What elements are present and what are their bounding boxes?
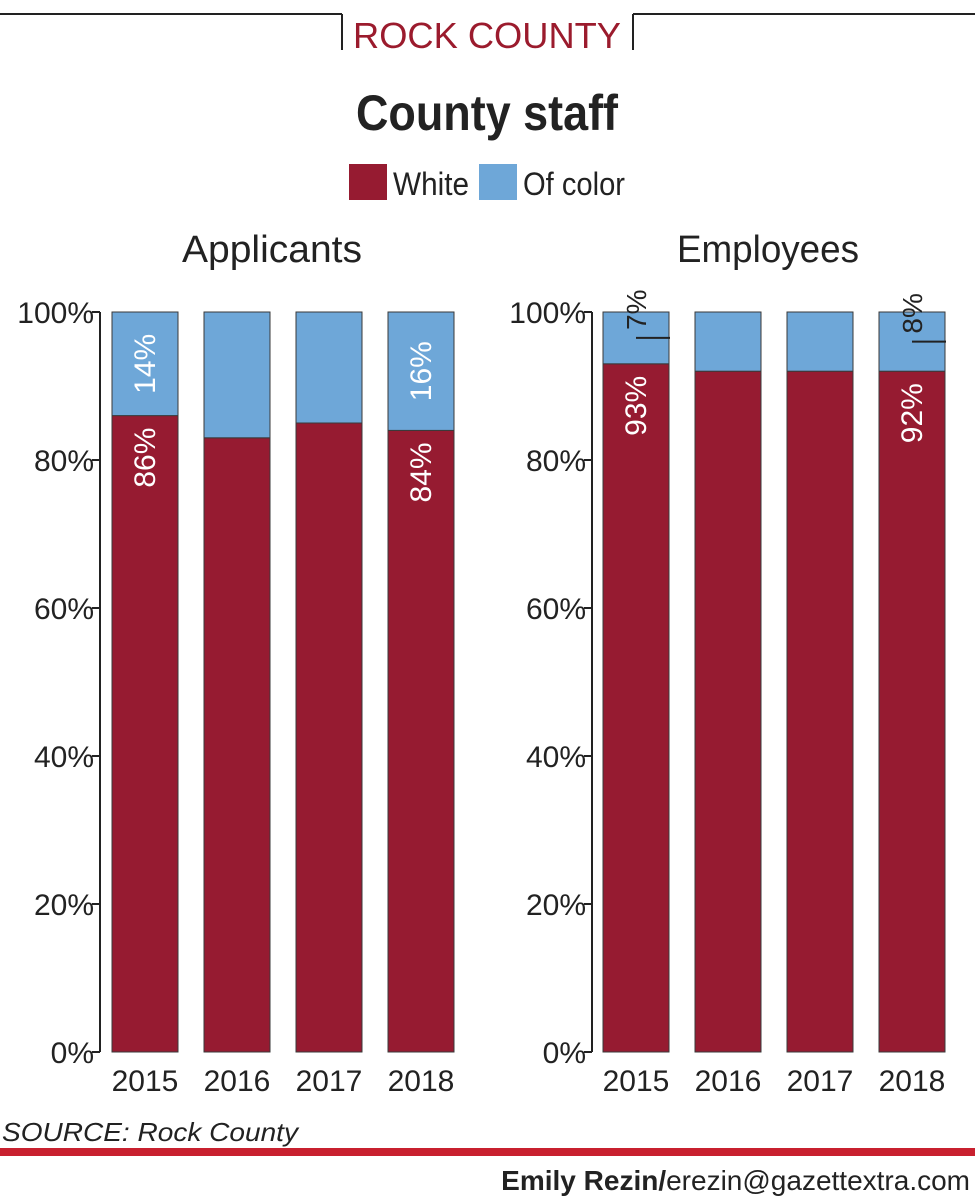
bar-of-color-2017 (786, 311, 854, 372)
data-label-of-color: 7% (621, 289, 652, 329)
y-tick-label: 80% (34, 445, 94, 478)
y-tick-label: 60% (34, 593, 94, 626)
bar-white-2017 (295, 422, 363, 1053)
x-tick-label: 2016 (695, 1065, 762, 1098)
y-tick-label: 60% (526, 593, 586, 626)
legend-label-of-color: Of color (523, 166, 625, 202)
panel-title: Applicants (182, 229, 362, 271)
byline-name: Emily Rezin/ (501, 1165, 666, 1196)
bar-of-color-2015 (111, 311, 179, 417)
y-tick-label: 40% (34, 741, 94, 774)
y-tick-label: 0% (51, 1037, 94, 1070)
x-tick-label: 2015 (112, 1065, 179, 1098)
data-label-white: 84% (405, 442, 438, 502)
header-bracket (0, 13, 975, 50)
legend-swatch-white (349, 164, 387, 200)
y-tick-label: 0% (543, 1037, 586, 1070)
kicker: ROCK COUNTY (353, 15, 621, 56)
bar-white-2017 (786, 370, 854, 1053)
chart-title: County staff (356, 85, 618, 141)
y-tick-label: 100% (17, 297, 94, 330)
panel-title: Employees (677, 229, 859, 271)
x-tick-label: 2018 (879, 1065, 946, 1098)
y-tick-label: 100% (509, 297, 586, 330)
byline-email: erezin@gazettextra.com (666, 1165, 970, 1196)
data-label-white: 93% (620, 376, 653, 436)
bar-of-color-2016 (203, 311, 271, 439)
bar-of-color-2017 (295, 311, 363, 424)
bar-of-color-2018 (387, 311, 455, 431)
x-tick-label: 2017 (296, 1065, 363, 1098)
legend-swatch-of-color (479, 164, 517, 200)
panel-applicants: Applicants 0% 20% 40% 60% 80% 100% 2015 2016 2017… (17, 229, 455, 1098)
bar-white-2015 (602, 363, 670, 1053)
bar-white-2018 (387, 429, 455, 1053)
bar-white-2018 (878, 370, 946, 1053)
x-tick-label: 2018 (388, 1065, 455, 1098)
chart-panels: Applicants 0% 20% 40% 60% 80% 100% 2015 2016 2017… (17, 229, 946, 1098)
y-tick-label: 20% (34, 889, 94, 922)
byline: Emily Rezin/erezin@gazettextra.com (501, 1165, 970, 1196)
data-label-white: 92% (896, 383, 929, 443)
data-label-of-color: 8% (897, 293, 928, 333)
x-tick-label: 2016 (204, 1065, 271, 1098)
source-note: SOURCE: Rock County (2, 1117, 300, 1147)
data-label-of-color: 14% (129, 334, 162, 394)
bar-white-2015 (111, 415, 179, 1053)
y-tick-label: 80% (526, 445, 586, 478)
y-tick-label: 40% (526, 741, 586, 774)
data-label-white: 86% (129, 428, 162, 488)
bar-of-color-2016 (694, 311, 762, 372)
x-tick-label: 2017 (787, 1065, 854, 1098)
x-tick-label: 2015 (603, 1065, 670, 1098)
bar-white-2016 (694, 370, 762, 1053)
footer-rule (0, 1148, 975, 1156)
bar-white-2016 (203, 437, 271, 1053)
data-label-of-color: 16% (405, 341, 438, 401)
panel-employees: Employees 0% 20% 40% 60% 80% 100% 2015 2016 2017 2… (509, 229, 946, 1098)
legend-label-white: White (393, 166, 469, 202)
legend: White Of color (349, 164, 625, 202)
y-tick-label: 20% (526, 889, 586, 922)
